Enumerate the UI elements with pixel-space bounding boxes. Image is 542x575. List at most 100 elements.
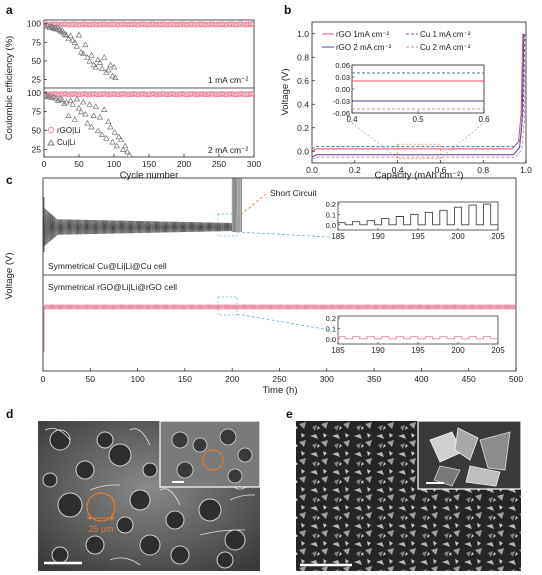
panel-c-label: c bbox=[6, 173, 13, 187]
ytick-label: 0.2 bbox=[297, 123, 309, 133]
cu-point bbox=[75, 31, 83, 38]
voltage-curve bbox=[312, 33, 526, 150]
sem-d-scale-text: 25 μm bbox=[88, 524, 113, 534]
cu-point bbox=[44, 22, 49, 29]
legend-b-cu1: Cu 1 mA cm⁻² bbox=[420, 30, 471, 39]
inset-ytick-label: 0.0 bbox=[326, 335, 336, 344]
inset-xtick-label: 185 bbox=[331, 232, 345, 241]
cu-point bbox=[61, 31, 69, 37]
sem-pit bbox=[216, 551, 234, 569]
inset-ytick-label: 0.03 bbox=[335, 73, 350, 82]
panel-c-bottom-cell-label: Symmetrical rGO@Li|Li@rGO cell bbox=[48, 282, 177, 292]
legend-cu-marker bbox=[47, 139, 55, 146]
short-circuit-annotation: Short Circuit bbox=[270, 188, 317, 198]
inset-xtick-label: 200 bbox=[451, 232, 465, 241]
cu-point bbox=[59, 96, 66, 103]
legend-rgo-label: rGO|Li bbox=[57, 126, 81, 135]
zoom-guide bbox=[351, 122, 398, 159]
cu-point bbox=[117, 136, 125, 143]
sem-pit bbox=[49, 429, 71, 451]
inset-ytick-label: 0.2 bbox=[326, 314, 336, 323]
sem-pit bbox=[142, 462, 158, 478]
sem-inset-pit bbox=[219, 428, 237, 446]
xtick-label: 0.4 bbox=[392, 165, 404, 175]
zoom-box-top bbox=[217, 213, 238, 237]
xtick-label: 100 bbox=[131, 374, 145, 384]
panel-a-xlabel: Cycle number bbox=[120, 170, 179, 181]
cu-point bbox=[71, 39, 78, 45]
cu-point bbox=[47, 22, 55, 29]
cu-point bbox=[44, 22, 51, 28]
inset-ytick-label: 0.1 bbox=[326, 210, 336, 219]
panel-c-top-cell-label: Symmetrical Cu@Li|Li@Cu cell bbox=[48, 261, 167, 271]
rgo-point bbox=[250, 91, 254, 97]
cu-point bbox=[48, 94, 55, 100]
panel-a-top-rate: 1 mA cm⁻² bbox=[208, 75, 249, 85]
inset-ytick-label: 0.1 bbox=[326, 324, 336, 333]
inset-ytick-label: -0.03 bbox=[333, 97, 350, 106]
cu-point bbox=[77, 108, 85, 115]
legend-b-rgo1: rGO 1mA cm⁻² bbox=[336, 30, 389, 39]
xtick-label: 150 bbox=[142, 159, 156, 169]
xtick-label: 0 bbox=[41, 374, 46, 384]
sem-d-inset-highlight bbox=[202, 449, 224, 471]
cu-point bbox=[52, 94, 60, 101]
sem-pit bbox=[96, 431, 114, 449]
sem-wrinkle bbox=[159, 488, 181, 506]
ytick-label: 100 bbox=[27, 19, 41, 29]
cu-point bbox=[80, 50, 87, 57]
inset-frame bbox=[351, 64, 485, 114]
cu-point bbox=[54, 23, 62, 30]
sem-d-highlight bbox=[86, 492, 116, 522]
cu-point bbox=[67, 32, 74, 39]
ytick-label: 0.8 bbox=[297, 52, 309, 62]
panel-a-top-series bbox=[44, 21, 254, 80]
xtick-label: 300 bbox=[320, 374, 334, 384]
cu-point bbox=[105, 118, 112, 125]
inset-xtick-label: 195 bbox=[411, 232, 425, 241]
cu-point bbox=[105, 66, 112, 73]
xtick-label: 500 bbox=[509, 374, 523, 384]
sem-inset-pit bbox=[237, 447, 253, 463]
cu-point bbox=[92, 63, 99, 70]
panel-c-ylabel: Voltage (V) bbox=[4, 253, 15, 300]
cu-point bbox=[122, 142, 129, 149]
sem-wrinkle bbox=[199, 529, 246, 536]
voltage-curve bbox=[312, 33, 526, 160]
legend-b-cu2: Cu 2 mA cm⁻² bbox=[420, 43, 471, 52]
cu-point bbox=[88, 123, 95, 130]
sem-e-inset-crystals bbox=[429, 427, 511, 487]
ytick-label: 75 bbox=[32, 107, 42, 117]
xtick-label: 0.0 bbox=[306, 165, 318, 175]
cu-point bbox=[75, 104, 83, 111]
cu-point bbox=[94, 56, 102, 63]
inset-xtick-label: 0.6 bbox=[478, 115, 490, 124]
xtick-label: 0 bbox=[42, 159, 47, 169]
cu-point bbox=[103, 134, 110, 141]
panel-a-bottom-series bbox=[44, 91, 254, 157]
zoom-box bbox=[397, 143, 441, 159]
inset-xtick-label: 190 bbox=[371, 346, 385, 355]
sem-inset-pit bbox=[192, 437, 208, 453]
cu-point bbox=[101, 54, 108, 60]
panel-e-sem-image bbox=[296, 420, 522, 571]
sem-wrinkle bbox=[89, 484, 121, 491]
cu-point bbox=[88, 51, 95, 58]
panel-c-xlabel: Time (h) bbox=[262, 385, 297, 396]
voltage-curve bbox=[312, 33, 525, 158]
xtick-label: 250 bbox=[212, 159, 226, 169]
sem-pit bbox=[224, 529, 246, 551]
cu-point bbox=[126, 151, 133, 157]
inset-ytick-label: -0.06 bbox=[333, 109, 350, 118]
sem-wrinkle bbox=[44, 427, 71, 441]
sem-inset-pit bbox=[176, 461, 194, 479]
legend-b-rgo2: rGO 2 mA cm⁻² bbox=[336, 43, 392, 52]
rgo-point bbox=[250, 21, 254, 28]
panel-a-label: a bbox=[6, 3, 13, 17]
xtick-label: 0.2 bbox=[349, 165, 361, 175]
zoom-arrow-bottom bbox=[236, 313, 331, 331]
ytick-label: 75 bbox=[32, 37, 42, 47]
inset-xtick-label: 200 bbox=[451, 346, 465, 355]
panel-c-bottom-series bbox=[43, 304, 516, 352]
